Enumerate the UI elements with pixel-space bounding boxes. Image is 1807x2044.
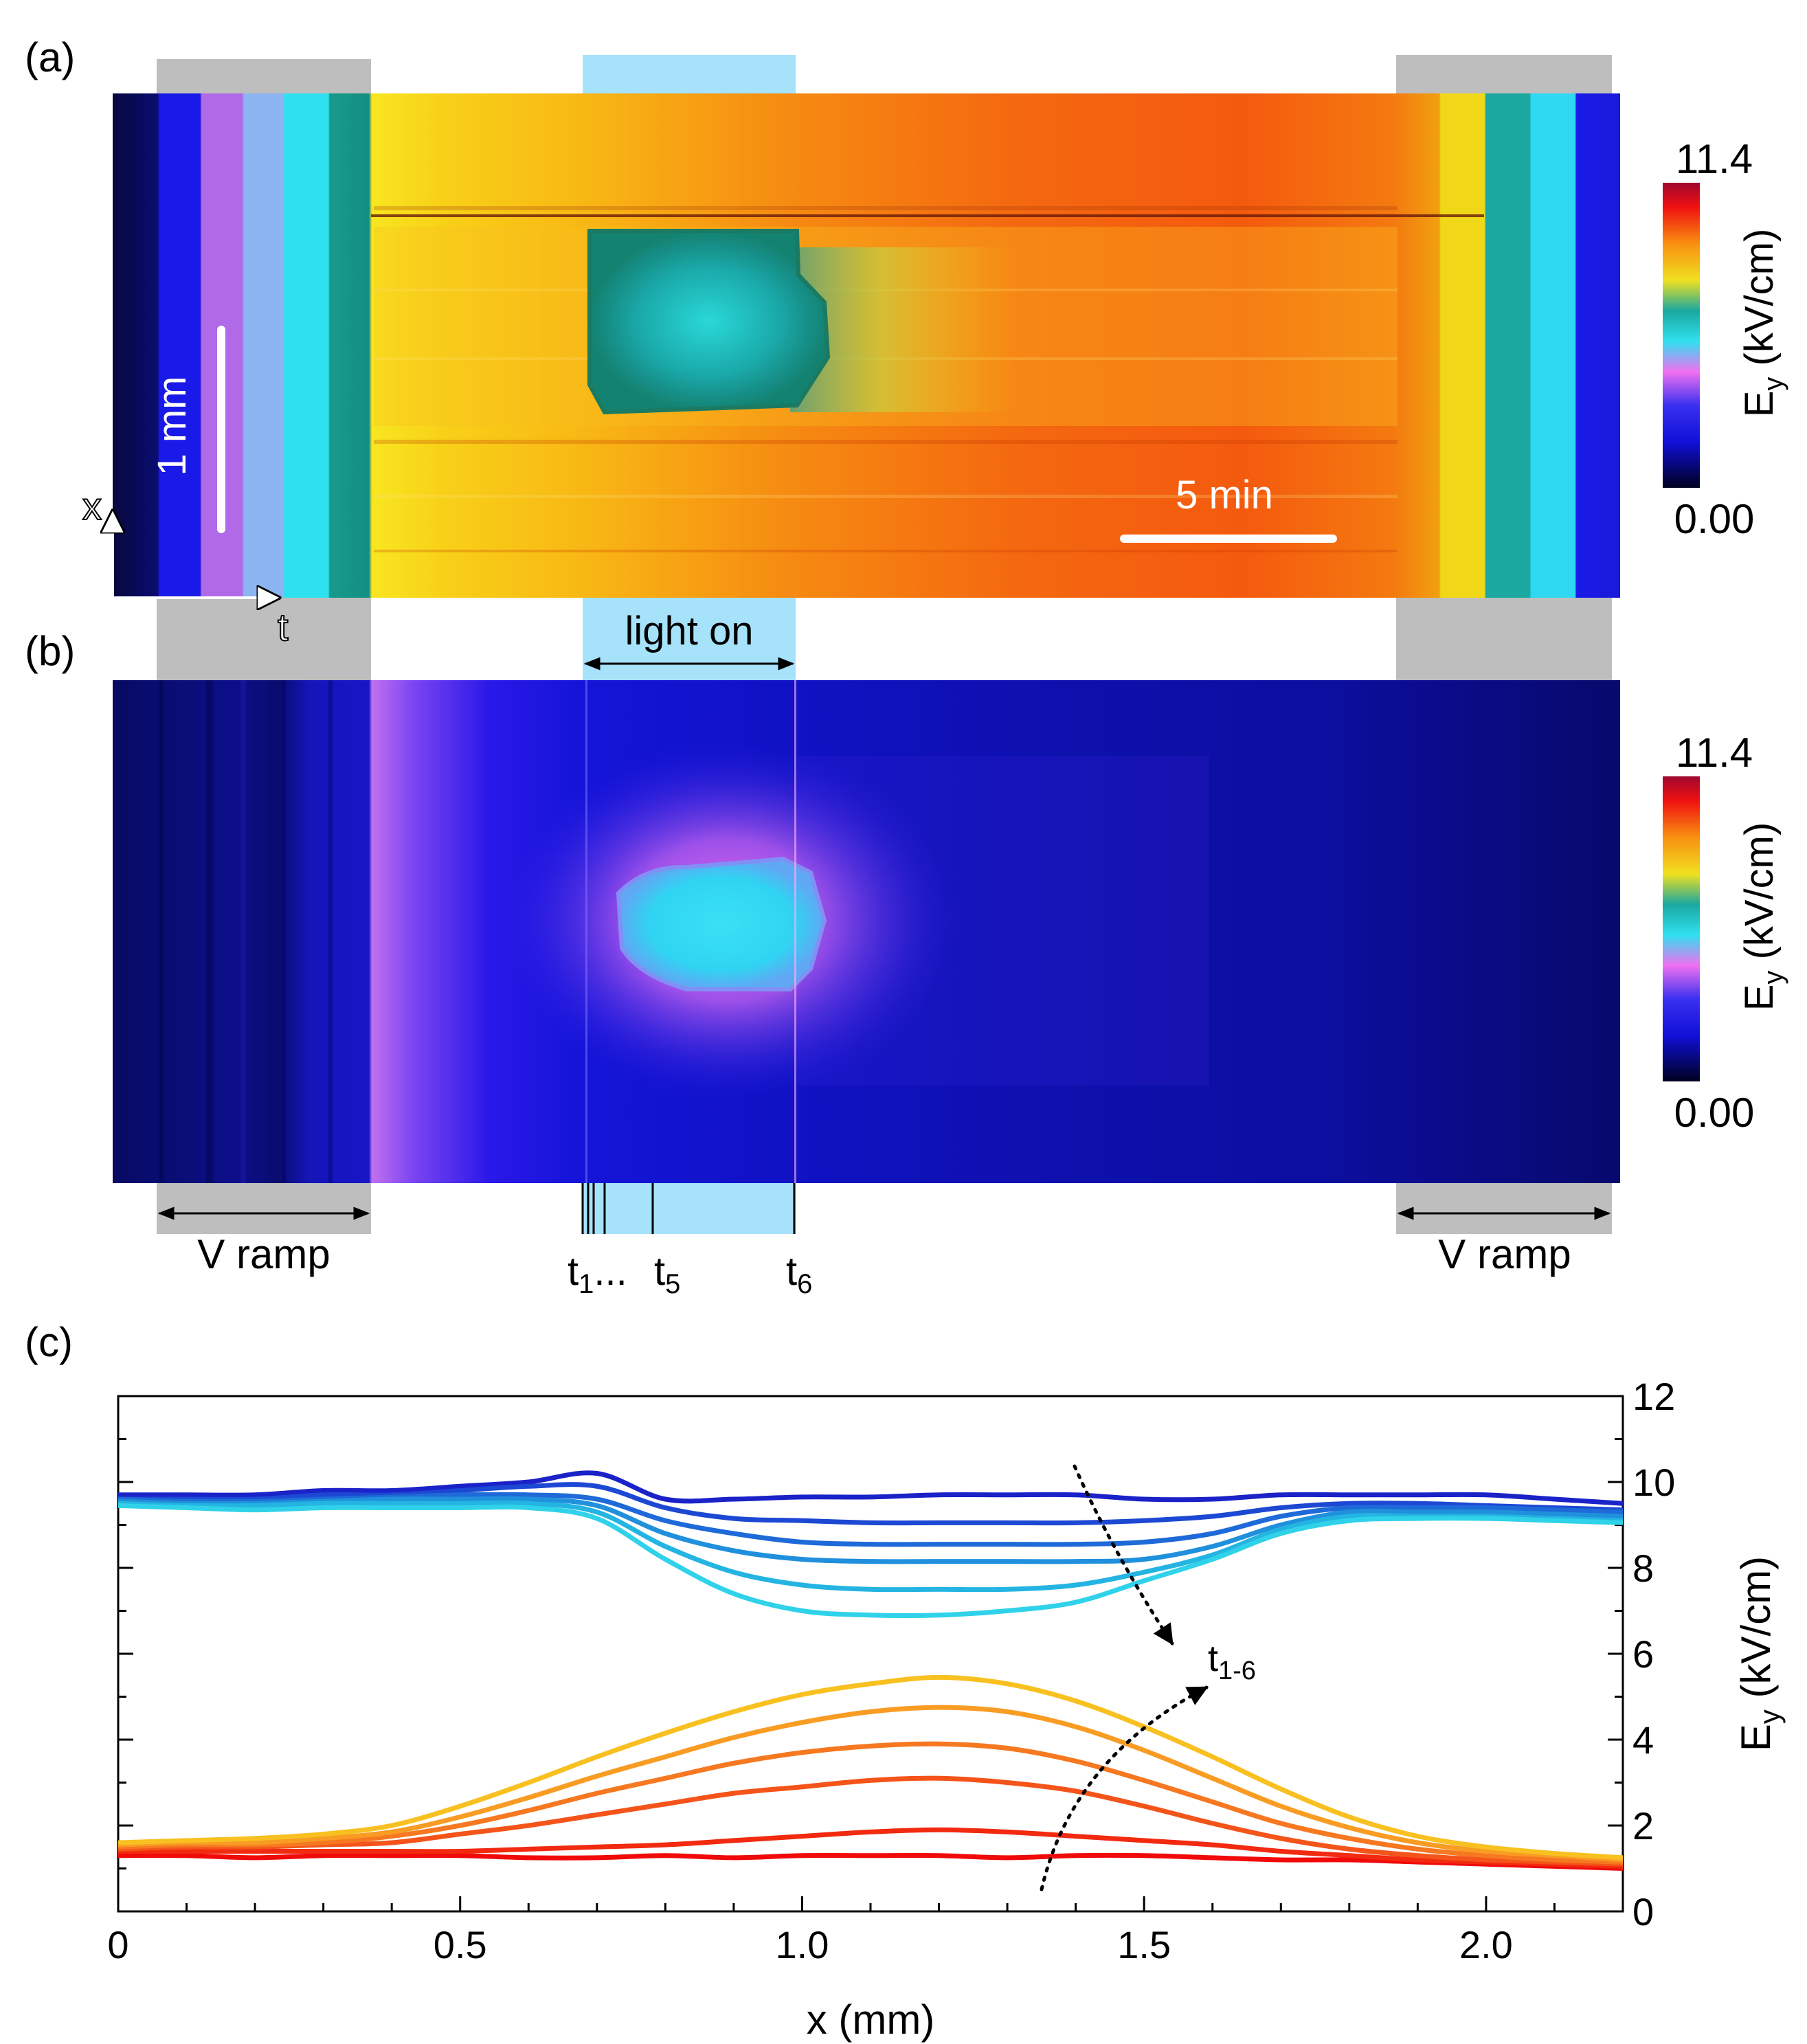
panel-label-c: (c)	[25, 1319, 73, 1365]
y-tick-label: 10	[1632, 1461, 1675, 1504]
series-line-light-11	[118, 1705, 1623, 1863]
y-tick-label: 6	[1632, 1632, 1654, 1676]
y-tick-label: 12	[1632, 1375, 1675, 1418]
t1-label: t1...	[568, 1249, 627, 1299]
series-line-dark-4	[118, 1496, 1623, 1564]
y-ticks: 0 2 4 6 8 10 12	[118, 1375, 1675, 1933]
line-chart: 0 0.5 1.0 1.5 2.0 0 2 4 6 8 10 12 x (mm) Ey (kV/cm…	[107, 1375, 1786, 2043]
v-ramp-left-label: V ramp	[197, 1231, 330, 1277]
v-ramp-annotations: V ramp V ramp	[157, 1206, 1611, 1277]
t-arrow-down	[1073, 1464, 1174, 1646]
y-tick-label: 8	[1632, 1547, 1654, 1590]
colorbar-b-min: 0.00	[1674, 1090, 1755, 1136]
v-ramp-right-label: V ramp	[1438, 1231, 1571, 1277]
series-line-dark-2	[118, 1482, 1623, 1526]
heatmap-b-light-line	[585, 680, 587, 1183]
axis-label-t: t	[278, 605, 289, 649]
heatmap-b-blob	[616, 856, 827, 991]
t5-label: t5	[654, 1249, 680, 1299]
colorbar-b-label: Ey (kV/cm)	[1737, 822, 1788, 1011]
series-line-light-10	[118, 1741, 1623, 1865]
panel-label-b: (b)	[25, 628, 75, 674]
x-tick-label: 2.0	[1459, 1923, 1513, 1966]
heatmap-b-fade	[797, 756, 1209, 1086]
y-tick-label: 4	[1632, 1718, 1654, 1762]
heatmap-b	[113, 680, 1620, 1183]
x-tick-label: 0	[107, 1923, 128, 1966]
colorbar-a-max: 11.4	[1676, 136, 1753, 182]
heatmap-b-light-line-end	[794, 680, 796, 1183]
axis-label-x: x	[82, 484, 102, 528]
t-arrow-up	[1040, 1685, 1209, 1891]
series-line-light-8	[118, 1827, 1623, 1869]
series-line-light-9	[118, 1775, 1623, 1867]
x-tick-label: 1.0	[776, 1923, 829, 1966]
t6-label: t6	[786, 1249, 812, 1299]
t-range-label: t1-6	[1208, 1638, 1256, 1685]
series-group	[118, 1470, 1623, 1871]
scale-label-5min: 5 min	[1176, 473, 1273, 517]
x-tick-label: 1.5	[1117, 1923, 1171, 1966]
heatmap-a-blob	[587, 229, 831, 415]
colorbar-b: 11.4 0.00 Ey (kV/cm)	[1663, 730, 1788, 1136]
x-tick-label: 0.5	[434, 1923, 487, 1966]
panel-label-a: (a)	[25, 34, 75, 80]
series-line-dark-5	[118, 1500, 1623, 1593]
series-line-dark-6	[118, 1503, 1623, 1619]
x-ticks: 0 0.5 1.0 1.5 2.0	[107, 1896, 1624, 1966]
x-axis-label: x (mm)	[807, 1997, 935, 2043]
colorbar-a-label: Ey (kV/cm)	[1737, 229, 1788, 418]
colorbar-a-bar	[1663, 183, 1700, 488]
series-line-dark-1	[118, 1470, 1623, 1506]
colorbar-a-min: 0.00	[1674, 496, 1755, 542]
time-markers: t1... t5 t6	[568, 1183, 812, 1299]
colorbar-b-bar	[1663, 776, 1700, 1081]
colorbar-b-max: 11.4	[1676, 730, 1753, 776]
y-tick-label: 2	[1632, 1804, 1654, 1848]
heatmap-b-streaks	[159, 680, 333, 1183]
heatmap-a: 1 mm 5 min x t	[82, 93, 1620, 649]
colorbar-a: 11.4 0.00 Ey (kV/cm)	[1663, 136, 1788, 542]
heatmap-a-dark-line	[371, 214, 1484, 217]
series-line-light-12	[118, 1674, 1623, 1861]
series-line-light-7	[118, 1852, 1623, 1871]
y-tick-label: 0	[1632, 1890, 1654, 1933]
light-on-annotation: light on	[583, 609, 795, 671]
light-on-label: light on	[625, 609, 753, 653]
scale-label-1mm: 1 mm	[150, 377, 194, 476]
y-axis-label: Ey (kV/cm)	[1733, 1556, 1786, 1751]
